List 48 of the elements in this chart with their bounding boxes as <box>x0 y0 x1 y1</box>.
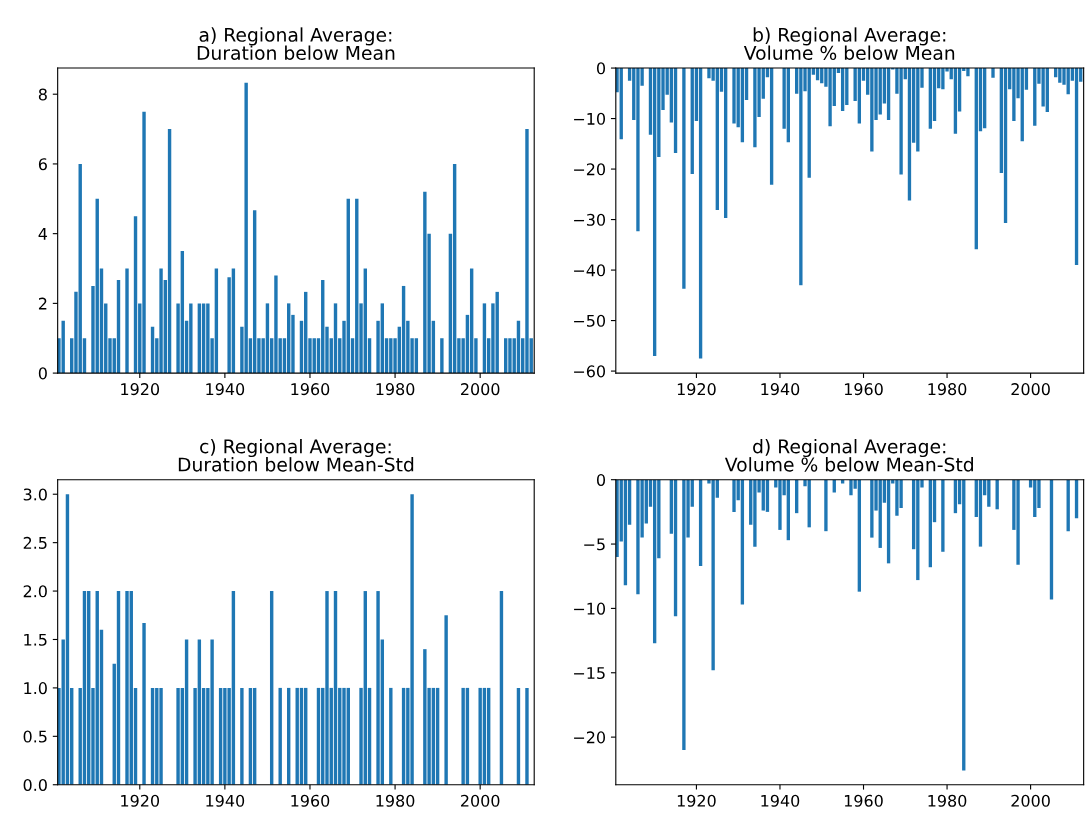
y-tick-label: −10 <box>574 602 606 615</box>
y-tick-label: 0.5 <box>23 730 47 743</box>
y-tick-label: −10 <box>574 112 606 125</box>
y-tick-label: 2 <box>38 297 47 310</box>
y-tick-label: −40 <box>574 264 606 277</box>
x-tick-label: 2000 <box>1011 383 1050 396</box>
x-tick-label: 1960 <box>844 383 883 396</box>
y-tick-label: 1.0 <box>24 682 47 695</box>
x-tick-label: 1980 <box>376 794 415 807</box>
x-tick-label: 1960 <box>291 383 330 396</box>
x-tick-label: 1940 <box>761 794 800 807</box>
chart-title: a) Regional Average: Duration below Mean <box>197 27 395 60</box>
x-tick-label: 1920 <box>677 794 716 807</box>
x-tick-label: 2000 <box>1011 794 1050 807</box>
chart-title: d) Regional Average: Volume % below Mean-Std <box>724 438 973 472</box>
x-tick-label: 1920 <box>121 794 160 807</box>
x-tick-label: 1980 <box>376 383 415 396</box>
x-tick-label: 2000 <box>461 383 500 396</box>
y-tick-label: 4 <box>38 228 48 240</box>
y-tick-label: −30 <box>574 213 606 226</box>
chart-title: b) Regional Average: Volume % below Mean <box>743 27 955 60</box>
y-tick-label: 3.0 <box>23 488 47 501</box>
x-tick-label: 1940 <box>206 794 245 807</box>
y-tick-label: −15 <box>574 667 605 680</box>
y-tick-label: 0 <box>38 367 47 380</box>
y-tick-label: −5 <box>584 538 605 551</box>
y-tick-label: −60 <box>574 365 606 378</box>
x-tick-label: 1920 <box>677 383 716 396</box>
x-tick-label: 1940 <box>761 383 800 396</box>
y-tick-label: 2.0 <box>23 585 47 598</box>
y-tick-label: 8 <box>38 88 47 101</box>
y-tick-label: 6 <box>38 158 47 171</box>
y-tick-label: −20 <box>574 731 606 744</box>
y-tick-label: 2.5 <box>23 536 47 549</box>
chart-title: c) Regional Average: Duration below Mean-Std <box>178 438 414 472</box>
y-tick-label: 1.5 <box>24 633 47 646</box>
x-tick-label: 1980 <box>928 794 967 807</box>
y-tick-label: 0 <box>596 62 606 75</box>
y-tick-label: −20 <box>574 163 606 176</box>
x-tick-label: 1940 <box>206 383 245 396</box>
y-tick-label: 0.0 <box>23 778 47 792</box>
x-tick-label: 1920 <box>121 383 160 396</box>
y-tick-label: −50 <box>574 314 606 327</box>
x-tick-label: 1960 <box>844 794 883 807</box>
x-tick-label: 1960 <box>291 794 330 807</box>
x-tick-label: 2000 <box>461 794 500 807</box>
y-tick-label: 0 <box>596 473 606 486</box>
x-tick-label: 1980 <box>928 383 967 396</box>
